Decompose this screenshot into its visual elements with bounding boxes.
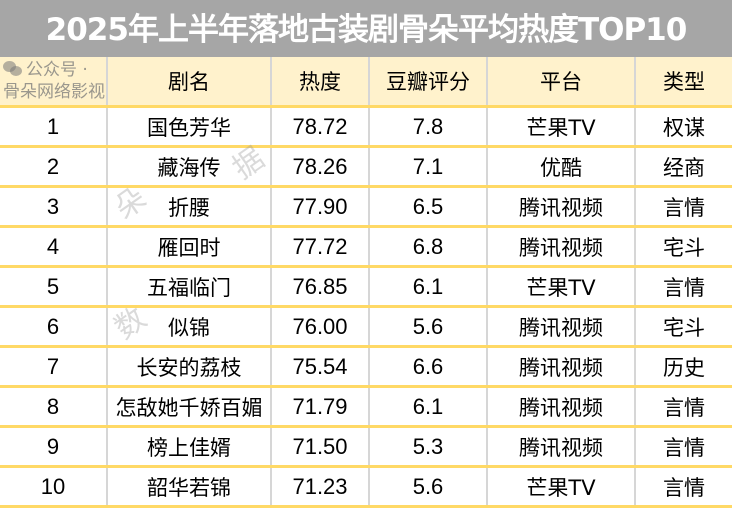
table-row: 6 似锦 76.00 5.6 腾讯视频 宅斗 [0,306,732,348]
table-row: 9 榜上佳婿 71.50 5.3 腾讯视频 言情 [0,426,732,468]
heat-cell: 77.90 [270,186,369,228]
platform-cell: 腾讯视频 [486,306,635,348]
table-row: 7 长安的荔枝 75.54 6.6 腾讯视频 历史 [0,346,732,388]
column-header: 类型 [634,57,732,108]
platform-cell: 腾讯视频 [486,426,635,468]
title-cell: 榜上佳婿 [106,426,271,468]
column-header: 豆瓣评分 [368,57,487,108]
heat-cell: 71.23 [270,466,369,508]
genre-cell: 宅斗 [634,226,732,268]
douban-score-cell: 7.8 [368,106,487,148]
heat-cell: 78.72 [270,106,369,148]
douban-score-cell: 5.3 [368,426,487,468]
column-header: 平台 [486,57,635,108]
platform-cell: 优酷 [486,146,635,188]
douban-score-cell: 6.6 [368,346,487,388]
title-cell: 雁回时 [106,226,271,268]
platform-cell: 芒果TV [486,106,635,148]
table-row: 2 藏海传 78.26 7.1 优酷 经商 [0,146,732,188]
platform-cell: 芒果TV [486,466,635,508]
rank-cell: 8 [0,386,107,428]
genre-cell: 经商 [634,146,732,188]
genre-cell: 言情 [634,466,732,508]
douban-score-cell: 5.6 [368,306,487,348]
column-header: 剧名 [106,57,271,108]
douban-score-cell: 6.1 [368,386,487,428]
rank-cell: 1 [0,106,107,148]
douban-score-cell: 6.1 [368,266,487,308]
heat-cell: 75.54 [270,346,369,388]
genre-cell: 言情 [634,426,732,468]
footer-watermark-text: 公众号 · 骨朵网络影视 [3,60,105,102]
ranking-table: 剧名 热度 豆瓣评分 平台 类型 1 国色芳华 78.72 7.8 芒果TV 权谋 2 藏海传 78.2… [0,57,732,508]
column-header: 热度 [270,57,369,108]
header-row: 剧名 热度 豆瓣评分 平台 类型 [0,57,732,108]
rank-cell: 9 [0,426,107,468]
genre-cell: 言情 [634,186,732,228]
title-cell: 长安的荔枝 [106,346,271,388]
genre-cell: 宅斗 [634,306,732,348]
platform-cell: 腾讯视频 [486,346,635,388]
rank-cell: 7 [0,346,107,388]
rank-cell: 6 [0,306,107,348]
footer-watermark: 公众号 · 骨朵网络影视 [3,59,106,105]
heat-cell: 76.85 [270,266,369,308]
platform-cell: 腾讯视频 [486,186,635,228]
table-row: 10 韶华若锦 71.23 5.6 芒果TV 言情 [0,466,732,508]
table-row: 1 国色芳华 78.72 7.8 芒果TV 权谋 [0,106,732,148]
douban-score-cell: 6.5 [368,186,487,228]
genre-cell: 言情 [634,386,732,428]
title-cell: 似锦 [106,306,271,348]
rank-cell: 10 [0,466,107,508]
title-cell: 怎敌她千娇百媚 [106,386,271,428]
title-cell: 国色芳华 [106,106,271,148]
heat-cell: 71.79 [270,386,369,428]
platform-cell: 芒果TV [486,266,635,308]
rank-cell: 3 [0,186,107,228]
table-row: 3 折腰 77.90 6.5 腾讯视频 言情 [0,186,732,228]
rank-cell: 2 [0,146,107,188]
table-title: 2025年上半年落地古装剧骨朵平均热度TOP10 [0,0,732,57]
table-row: 5 五福临门 76.85 6.1 芒果TV 言情 [0,266,732,308]
genre-cell: 历史 [634,346,732,388]
rank-cell: 4 [0,226,107,268]
title-cell: 韶华若锦 [106,466,271,508]
title-cell: 五福临门 [106,266,271,308]
table-row: 4 雁回时 77.72 6.8 腾讯视频 宅斗 [0,226,732,268]
heat-cell: 76.00 [270,306,369,348]
wechat-icon [3,61,23,77]
heat-cell: 77.72 [270,226,369,268]
genre-cell: 权谋 [634,106,732,148]
douban-score-cell: 6.8 [368,226,487,268]
title-cell: 折腰 [106,186,271,228]
title-cell: 藏海传 [106,146,271,188]
rank-cell: 5 [0,266,107,308]
douban-score-cell: 5.6 [368,466,487,508]
genre-cell: 言情 [634,266,732,308]
heat-cell: 78.26 [270,146,369,188]
table-row: 8 怎敌她千娇百媚 71.79 6.1 腾讯视频 言情 [0,386,732,428]
douban-score-cell: 7.1 [368,146,487,188]
platform-cell: 腾讯视频 [486,226,635,268]
heat-cell: 71.50 [270,426,369,468]
column-header [0,57,107,108]
platform-cell: 腾讯视频 [486,386,635,428]
